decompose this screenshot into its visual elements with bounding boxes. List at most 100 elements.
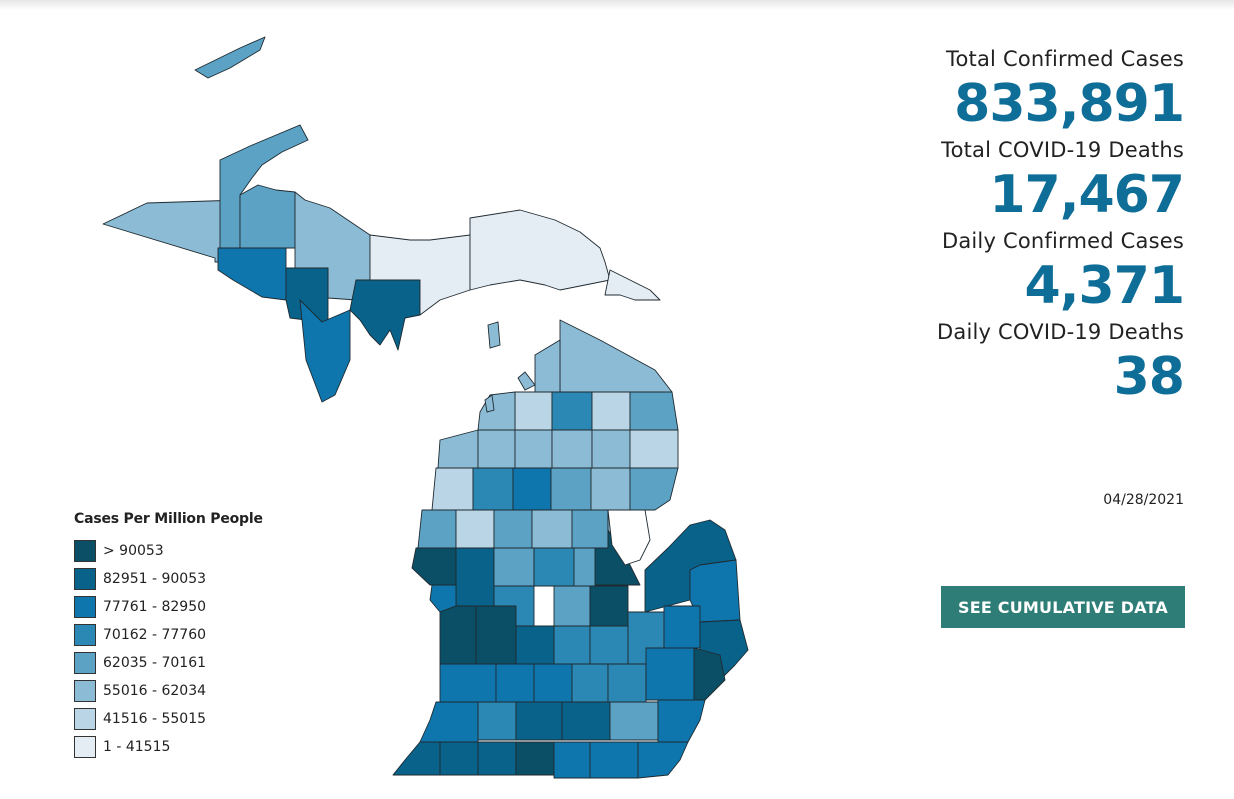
legend-label: 41516 - 55015 [103, 711, 207, 727]
county [515, 701, 563, 741]
county [439, 741, 479, 776]
county [515, 741, 555, 776]
county [629, 391, 679, 431]
legend-title: Cases Per Million People [74, 511, 263, 527]
county [455, 509, 495, 549]
legend-swatch [74, 680, 96, 702]
county [571, 663, 609, 703]
total-deaths-label: Total COVID-19 Deaths [941, 138, 1184, 162]
county [392, 741, 441, 776]
daily-deaths-value: 38 [1113, 347, 1185, 407]
stats-panel: Total Confirmed Cases 833,891 Total COVI… [844, 44, 1185, 408]
legend-label: 1 - 41515 [103, 739, 171, 755]
county [645, 647, 695, 701]
county [472, 467, 514, 511]
daily-cases-label: Daily Confirmed Cases [941, 229, 1184, 253]
legend-item: 82951 - 90053 [74, 565, 334, 593]
county [475, 605, 517, 665]
county [561, 701, 611, 741]
county [439, 605, 477, 665]
county [629, 467, 679, 511]
county [431, 467, 474, 511]
county [439, 663, 497, 703]
county [469, 209, 611, 291]
legend-item: > 90053 [74, 537, 334, 565]
county [477, 391, 516, 431]
county [693, 647, 726, 701]
legend-label: > 90053 [103, 543, 164, 559]
total-cases-value: 833,891 [954, 74, 1185, 134]
legend-items: > 90053 82951 - 90053 77761 - 82950 70162 -… [74, 537, 334, 761]
county [477, 429, 516, 469]
county [495, 663, 535, 703]
county [455, 547, 495, 607]
county [411, 547, 457, 586]
county [477, 701, 517, 741]
county [533, 547, 575, 587]
county [657, 699, 706, 743]
legend-item: 70162 - 77760 [74, 621, 334, 649]
county [589, 625, 629, 665]
county [239, 184, 296, 249]
beaver-island [517, 371, 536, 391]
county [609, 701, 659, 741]
county [531, 509, 573, 549]
county [589, 741, 639, 779]
top-shadow-bar [0, 0, 1234, 10]
legend-swatch [74, 568, 96, 590]
legend-item: 41516 - 55015 [74, 705, 334, 733]
county [637, 741, 689, 779]
legend-swatch [74, 540, 96, 562]
county [589, 585, 629, 627]
county [514, 391, 553, 431]
county [550, 467, 592, 511]
legend-label: 55016 - 62034 [103, 683, 207, 699]
county [551, 391, 593, 431]
county [194, 36, 266, 79]
county [493, 547, 535, 587]
county [514, 429, 553, 469]
legend-swatch [74, 652, 96, 674]
legend-label: 70162 - 77760 [103, 627, 207, 643]
legend-item: 77761 - 82950 [74, 593, 334, 621]
county [607, 663, 647, 703]
county [594, 529, 641, 586]
report-date: 04/28/2021 [1103, 492, 1184, 508]
county [533, 663, 573, 703]
legend-label: 82951 - 90053 [103, 571, 207, 587]
county [534, 339, 561, 393]
legend-swatch [74, 708, 96, 730]
county [663, 605, 701, 649]
county [590, 467, 631, 511]
county [349, 279, 421, 351]
county [512, 467, 552, 511]
county [419, 701, 479, 743]
legend-item: 62035 - 70161 [74, 649, 334, 677]
legend-swatch [74, 624, 96, 646]
county [493, 509, 533, 549]
county [629, 429, 679, 469]
county [553, 585, 591, 627]
county [591, 429, 631, 469]
saginaw-bay [607, 509, 651, 566]
county [553, 741, 591, 779]
daily-cases-value: 4,371 [1024, 256, 1185, 316]
county [553, 625, 591, 665]
map-legend: Cases Per Million People > 90053 82951 - … [74, 511, 334, 761]
county [604, 269, 661, 301]
legend-label: 62035 - 70161 [103, 655, 207, 671]
county [591, 391, 631, 431]
see-cumulative-data-button[interactable]: SEE CUMULATIVE DATA [941, 586, 1185, 628]
total-deaths-value: 17,467 [989, 165, 1185, 225]
daily-deaths-label: Daily COVID-19 Deaths [937, 320, 1184, 344]
legend-item: 55016 - 62034 [74, 677, 334, 705]
legend-item: 1 - 41515 [74, 733, 334, 761]
county [559, 319, 673, 393]
county [515, 625, 555, 665]
drummond-island [487, 321, 501, 349]
county [477, 741, 517, 776]
county [217, 247, 287, 301]
legend-swatch [74, 596, 96, 618]
